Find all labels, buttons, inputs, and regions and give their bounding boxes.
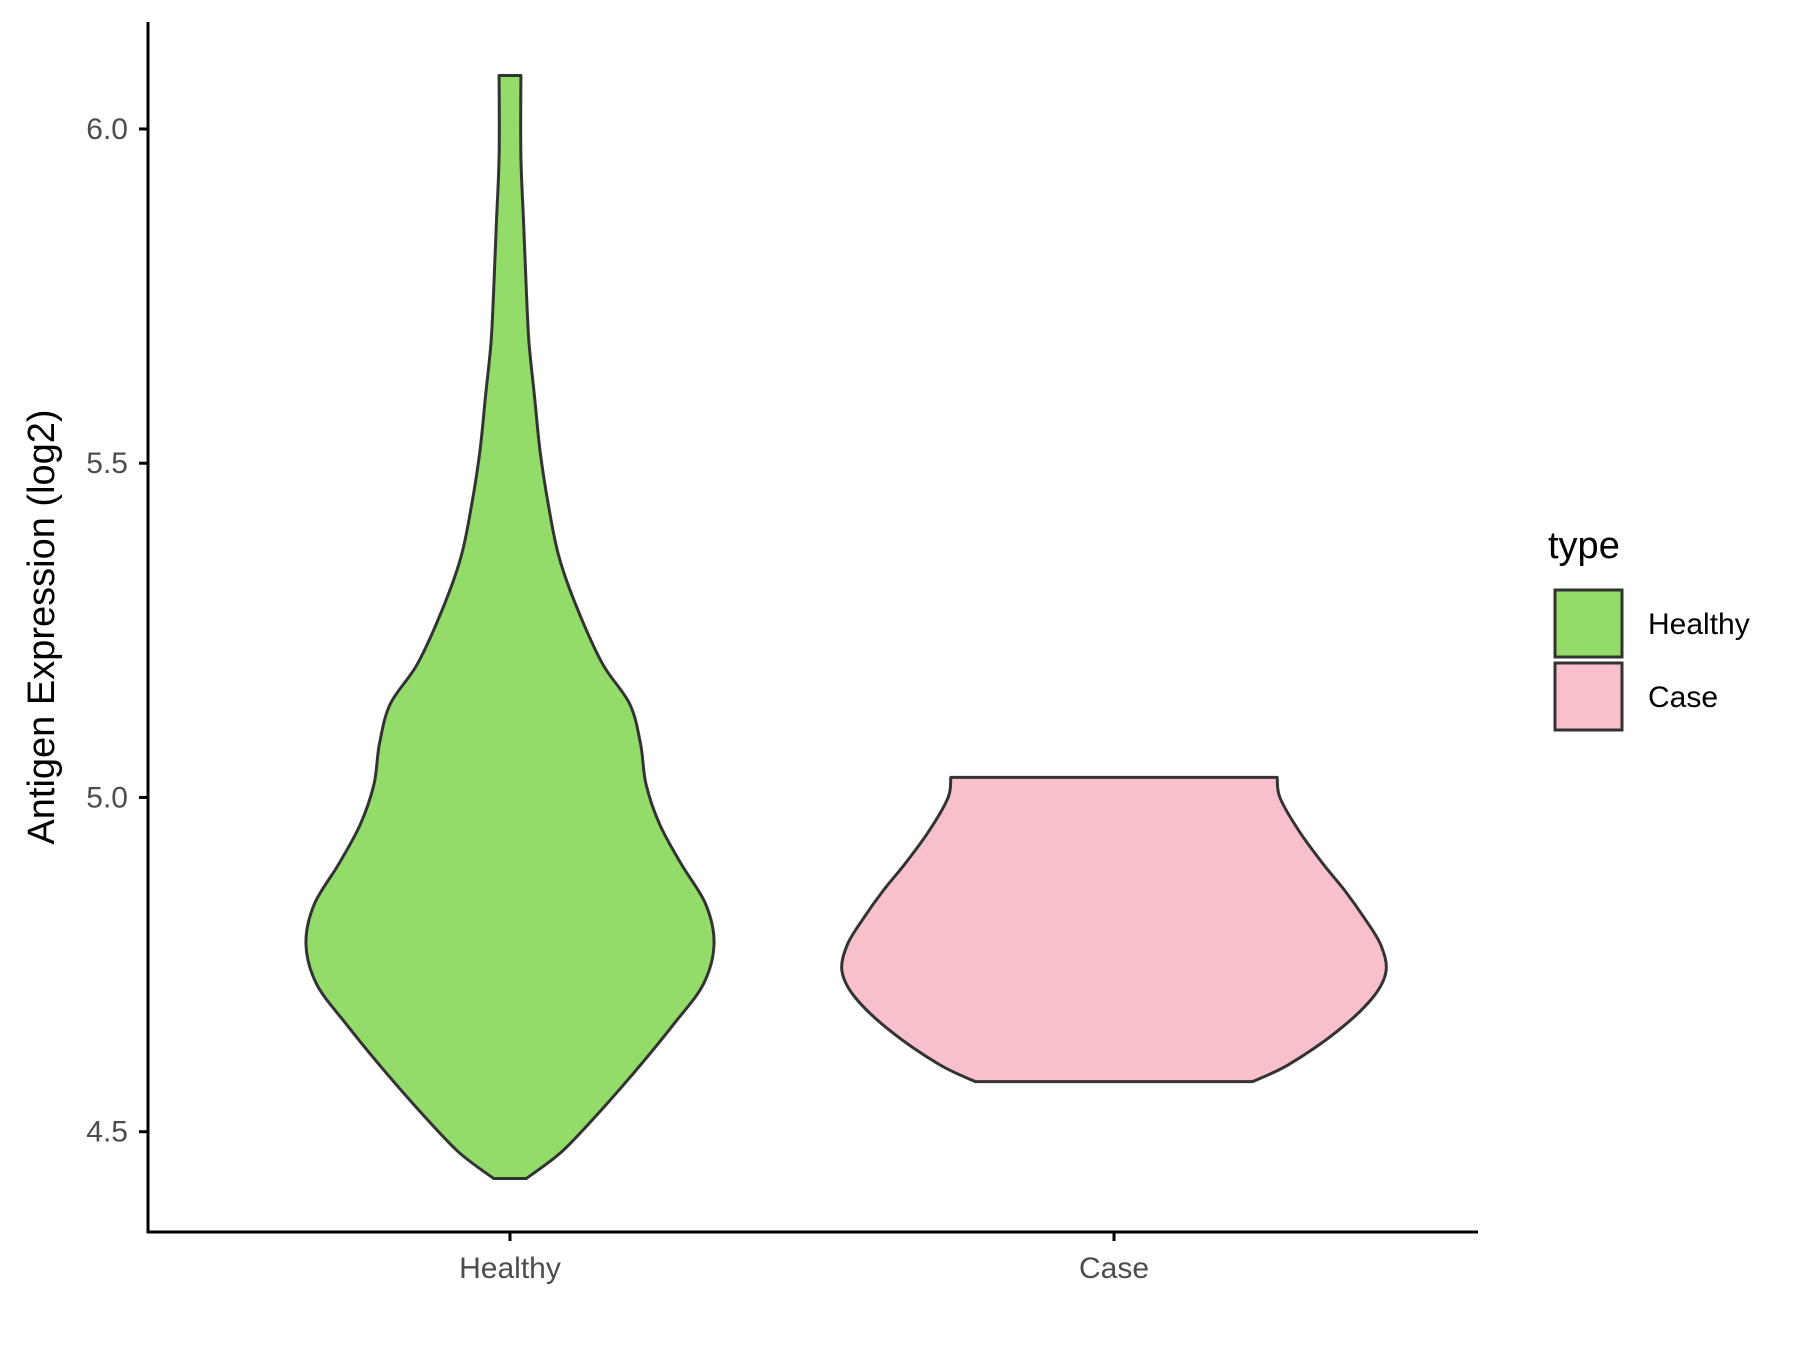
y-tick-label: 4.5 [86,1116,128,1149]
x-tick-label: Case [1079,1252,1149,1285]
legend-label-case: Case [1648,681,1718,714]
legend: type Healthy Case [1548,525,1750,732]
legend-title: type [1548,525,1620,567]
legend-key-case [1553,661,1624,732]
y-axis-title: Antigen Expression (log2) [21,409,63,844]
y-tick-label: 5.0 [86,781,128,814]
x-tick-label: Healthy [459,1252,561,1285]
y-axis-ticks: 4.5 5.0 5.5 6.0 [86,113,148,1149]
plot-area [304,74,1388,1180]
legend-label-healthy: Healthy [1648,608,1750,641]
violin-healthy [304,74,716,1180]
legend-key-healthy [1553,588,1624,659]
violin-case [840,775,1388,1084]
x-axis-ticks: Healthy Case [459,1232,1149,1285]
y-tick-label: 5.5 [86,447,128,480]
y-tick-label: 6.0 [86,113,128,146]
